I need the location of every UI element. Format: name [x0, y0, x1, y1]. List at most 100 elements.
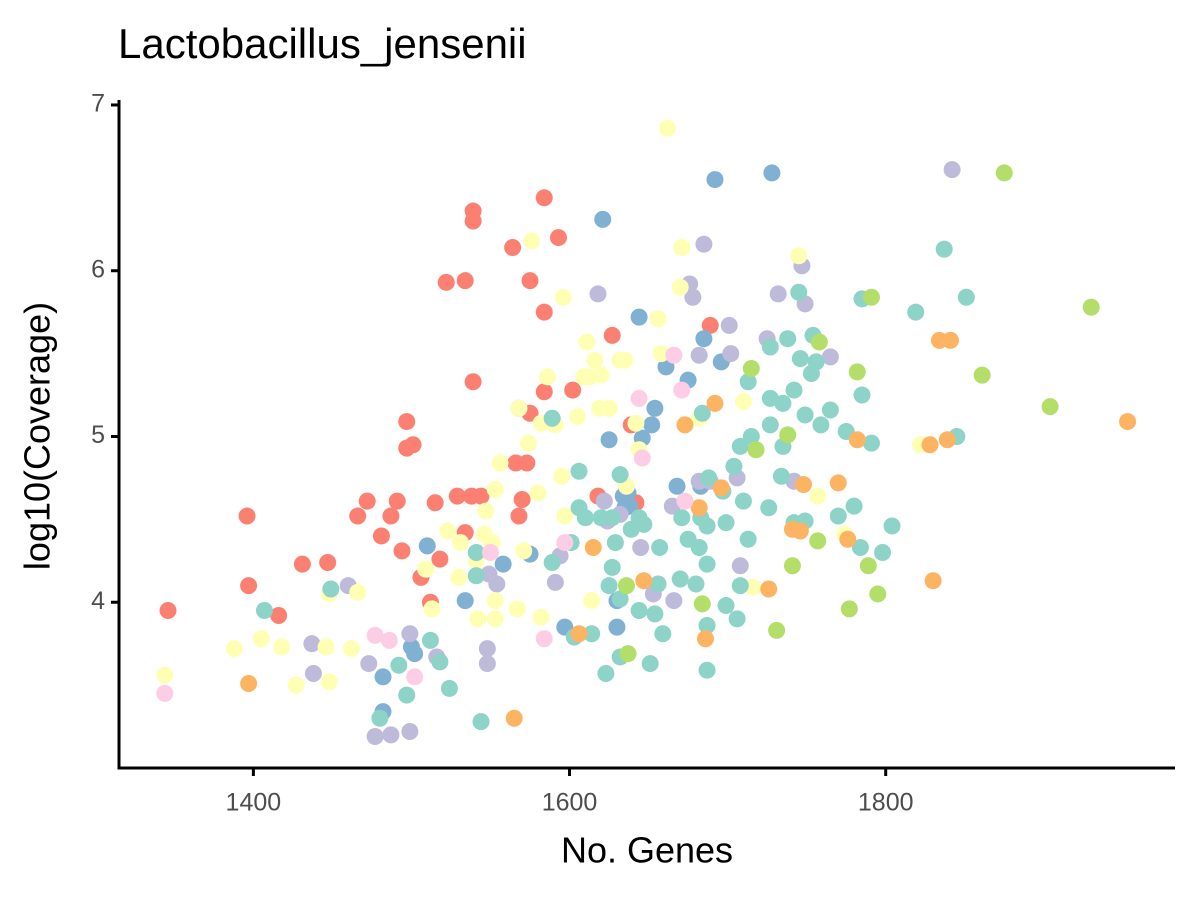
point — [358, 492, 376, 510]
point — [809, 487, 827, 505]
point — [538, 368, 556, 386]
point — [486, 481, 504, 499]
point — [632, 539, 650, 557]
point — [252, 630, 270, 648]
point — [722, 345, 740, 363]
x-tick-label: 1800 — [858, 789, 914, 817]
point — [366, 626, 384, 644]
point — [698, 616, 716, 634]
point — [515, 542, 533, 560]
point — [293, 555, 311, 573]
point — [543, 409, 561, 427]
point — [382, 726, 400, 744]
point — [342, 640, 360, 658]
point — [772, 467, 790, 485]
point — [519, 434, 537, 452]
point — [706, 171, 724, 189]
point — [731, 577, 749, 595]
point — [687, 575, 705, 593]
point — [393, 542, 411, 560]
point — [456, 592, 474, 610]
point — [472, 713, 490, 731]
point — [698, 555, 716, 573]
point — [848, 363, 866, 381]
point — [398, 413, 416, 431]
point — [761, 416, 779, 434]
point — [398, 686, 416, 704]
point — [532, 608, 550, 626]
point — [570, 462, 588, 480]
point — [437, 273, 455, 291]
point — [440, 679, 458, 697]
point — [706, 394, 724, 412]
point — [717, 514, 735, 532]
point — [238, 507, 256, 525]
point — [690, 346, 708, 364]
point — [649, 575, 667, 593]
point — [270, 607, 288, 625]
point — [406, 668, 424, 686]
point — [406, 645, 424, 663]
point — [319, 553, 337, 571]
point — [829, 474, 847, 492]
point — [255, 602, 273, 620]
point — [851, 539, 869, 557]
y-tick-label: 6 — [91, 255, 105, 283]
point — [957, 288, 975, 306]
point — [693, 404, 711, 422]
point — [464, 212, 482, 230]
point — [595, 492, 613, 510]
point — [600, 577, 618, 595]
point — [652, 345, 670, 363]
point — [693, 595, 711, 613]
point — [349, 507, 367, 525]
point — [494, 555, 512, 573]
point — [464, 373, 482, 391]
point — [807, 353, 825, 371]
point — [874, 544, 892, 562]
point — [606, 534, 624, 552]
point — [320, 673, 338, 691]
point — [696, 630, 714, 648]
point — [535, 303, 553, 321]
point — [761, 338, 779, 356]
point — [481, 544, 499, 562]
point — [570, 499, 588, 517]
point — [287, 676, 305, 694]
point — [690, 499, 708, 517]
point — [486, 592, 504, 610]
point — [695, 330, 713, 348]
point — [478, 655, 496, 673]
point — [779, 330, 797, 348]
point — [159, 602, 177, 620]
point — [790, 283, 808, 301]
point — [829, 507, 847, 525]
point — [821, 348, 839, 366]
point — [742, 360, 760, 378]
point — [795, 476, 813, 494]
point — [812, 416, 830, 434]
point — [491, 454, 509, 472]
point — [523, 232, 541, 250]
point — [935, 240, 953, 258]
point — [568, 408, 586, 426]
point — [603, 509, 621, 527]
point — [791, 350, 809, 368]
point — [578, 333, 596, 351]
point — [603, 326, 621, 344]
point — [734, 393, 752, 411]
point — [417, 560, 435, 578]
x-axis-title: No. Genes — [561, 830, 733, 871]
point — [665, 346, 683, 364]
point — [739, 373, 757, 391]
x-tick-label: 1600 — [542, 789, 598, 817]
point — [477, 502, 495, 520]
point — [619, 645, 637, 663]
point — [779, 426, 797, 444]
point — [747, 441, 765, 459]
point — [717, 597, 735, 615]
point — [641, 655, 659, 673]
point — [426, 494, 444, 512]
y-tick-label: 7 — [91, 90, 105, 118]
